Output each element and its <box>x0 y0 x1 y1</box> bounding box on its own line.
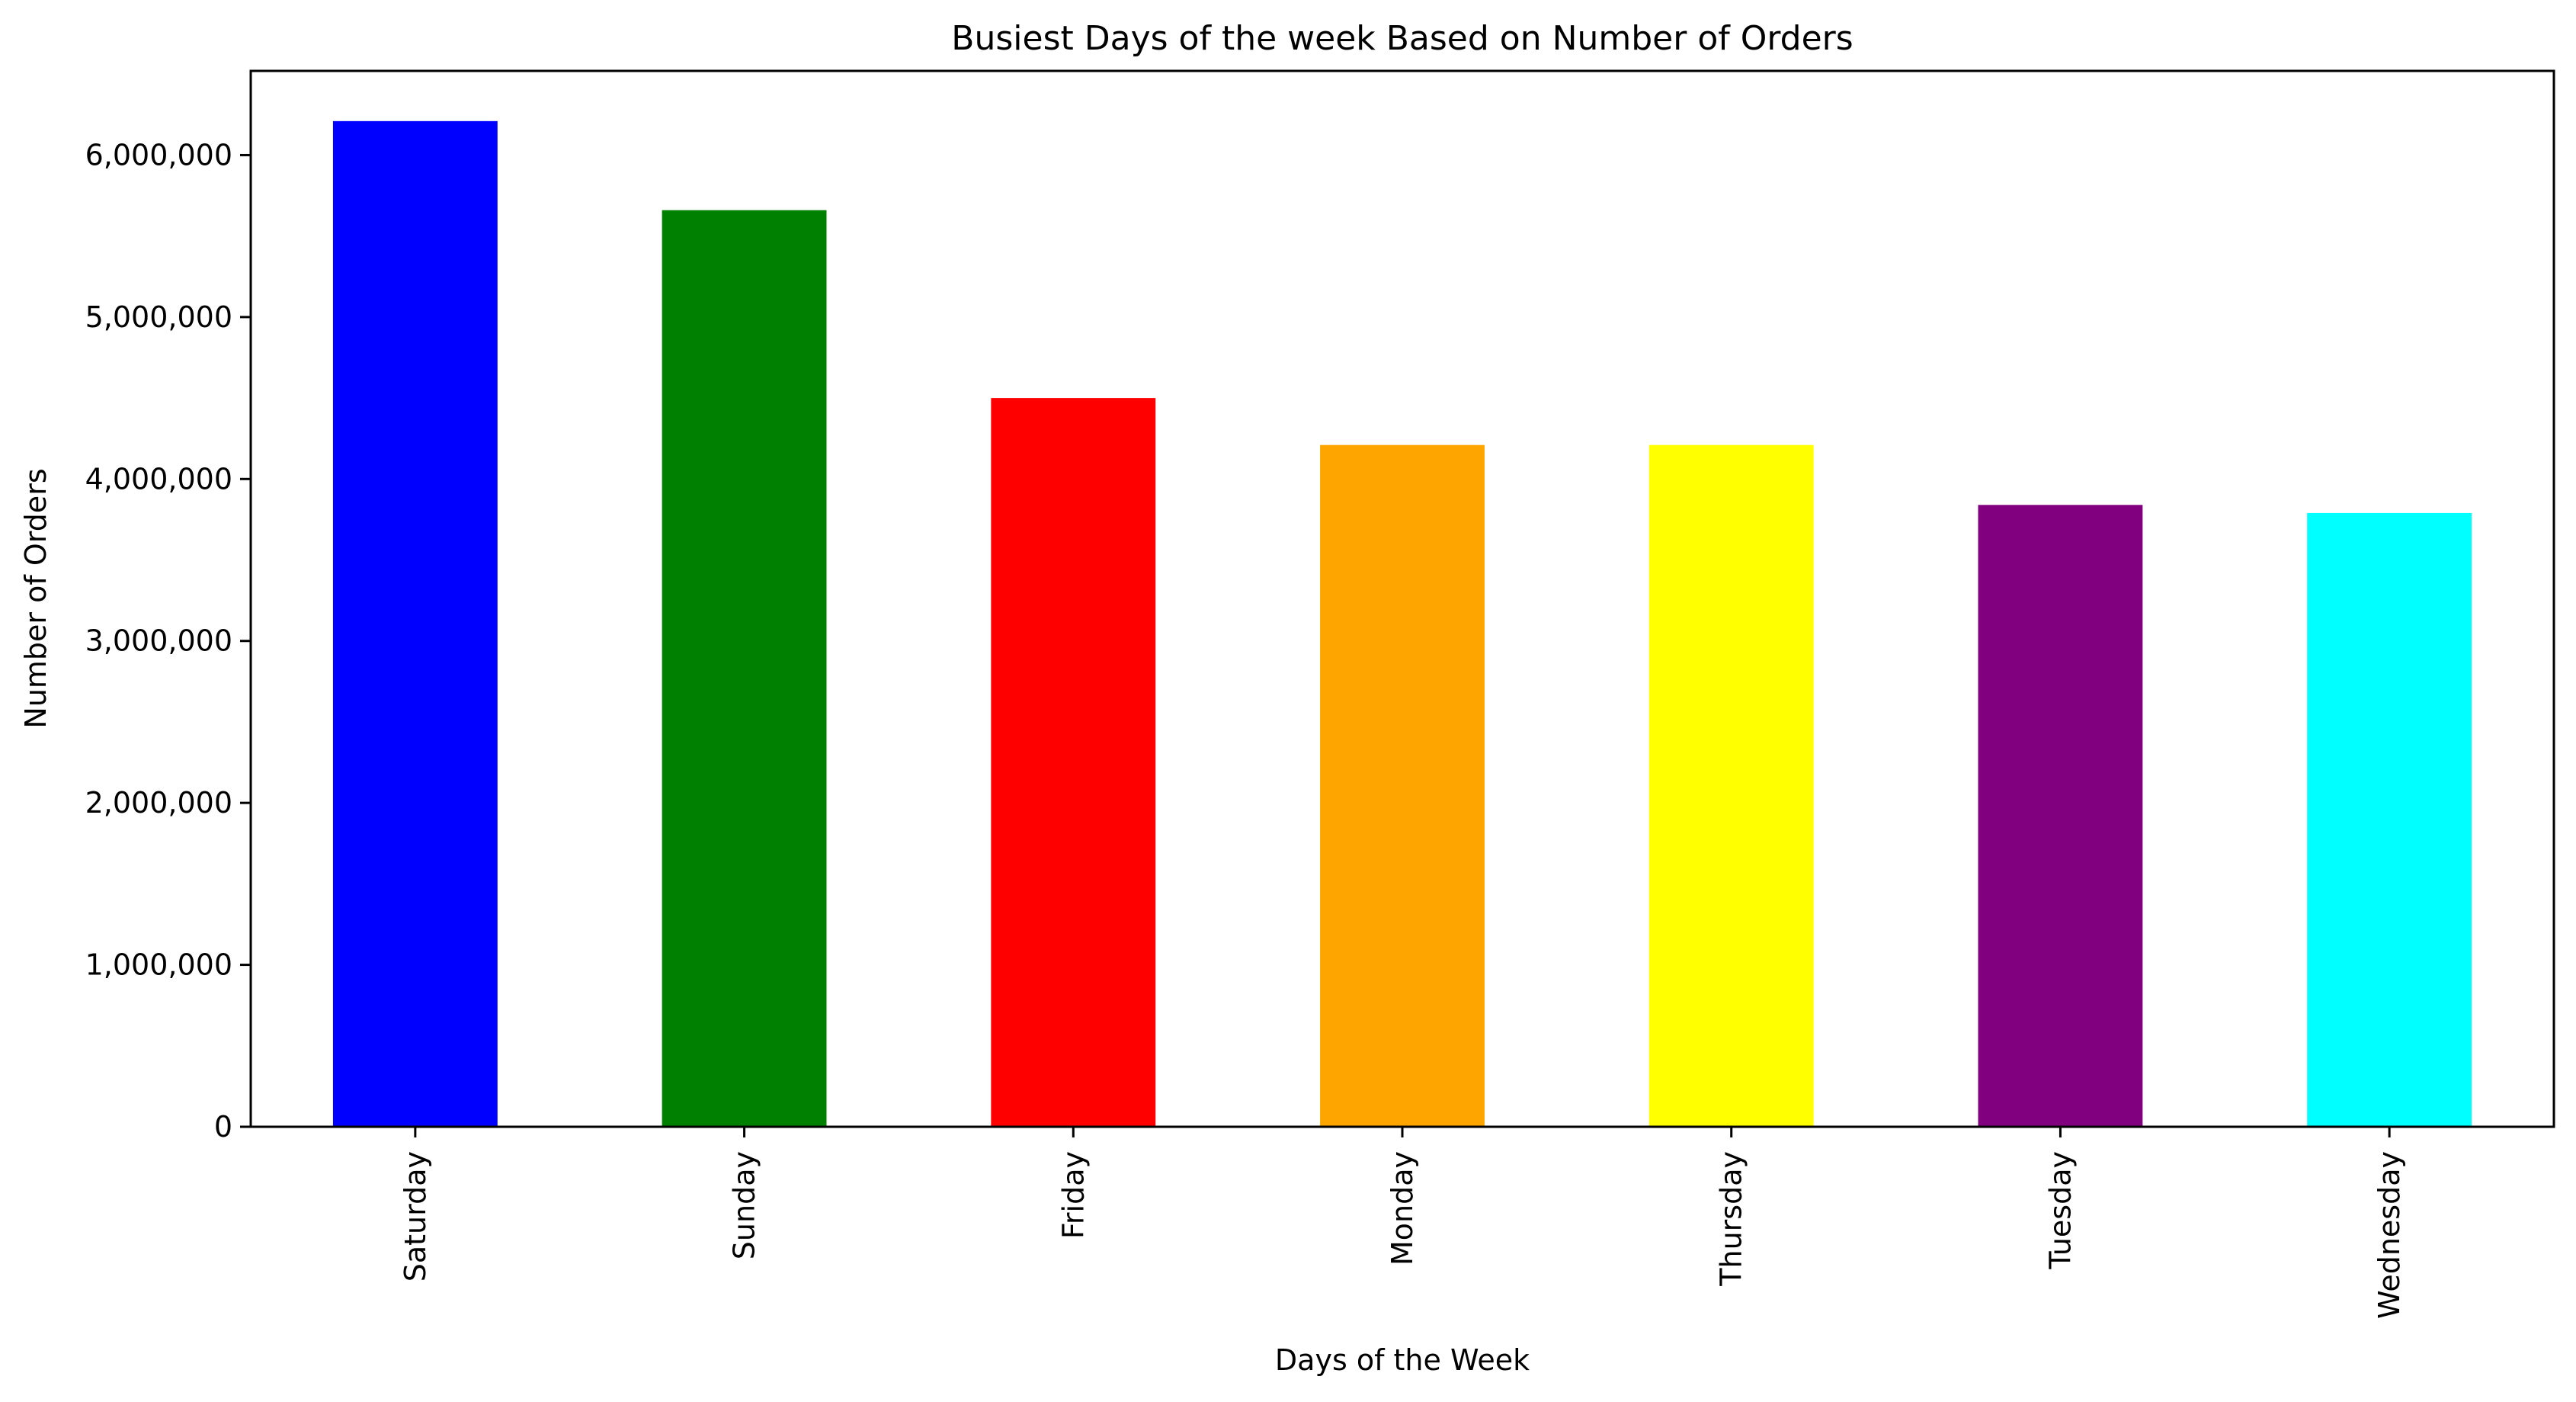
x-tick-label: Wednesday <box>2373 1151 2406 1319</box>
bars-layer <box>332 120 2472 1128</box>
bar-saturday <box>332 120 498 1128</box>
x-tick-label: Saturday <box>399 1151 432 1282</box>
y-tick-label: 0 <box>214 1110 232 1144</box>
y-tick-label: 1,000,000 <box>85 948 232 982</box>
chart-title: Busiest Days of the week Based on Number… <box>951 19 1853 58</box>
x-tick-label: Thursday <box>1715 1151 1748 1287</box>
x-axis-label: Days of the Week <box>1275 1343 1530 1377</box>
bar-tuesday <box>1978 505 2143 1127</box>
y-tick-label: 4,000,000 <box>85 462 232 496</box>
bar-sunday <box>662 210 827 1127</box>
y-axis-label: Number of Orders <box>19 468 53 728</box>
y-tick-label: 5,000,000 <box>85 300 232 334</box>
x-tick-label: Tuesday <box>2043 1151 2077 1270</box>
plot-frame <box>249 69 2555 1128</box>
bar-thursday <box>1648 444 1814 1127</box>
bar-monday <box>1320 444 1485 1127</box>
x-tick-label: Friday <box>1056 1151 1090 1239</box>
y-axis: 0 1,000,000 2,000,000 3,000,000 4,000,000 5,0… <box>85 138 251 1144</box>
x-tick-label: Monday <box>1386 1151 1419 1266</box>
bar-friday <box>991 398 1156 1127</box>
bar-wednesday <box>2307 512 2472 1127</box>
y-tick-label: 3,000,000 <box>85 624 232 658</box>
x-tick-label: Sunday <box>728 1151 761 1259</box>
x-axis: Saturday Sunday Friday Monday Thursday Tuesda… <box>399 1127 2406 1319</box>
y-tick-label: 6,000,000 <box>85 138 232 172</box>
y-tick-label: 2,000,000 <box>85 786 232 820</box>
